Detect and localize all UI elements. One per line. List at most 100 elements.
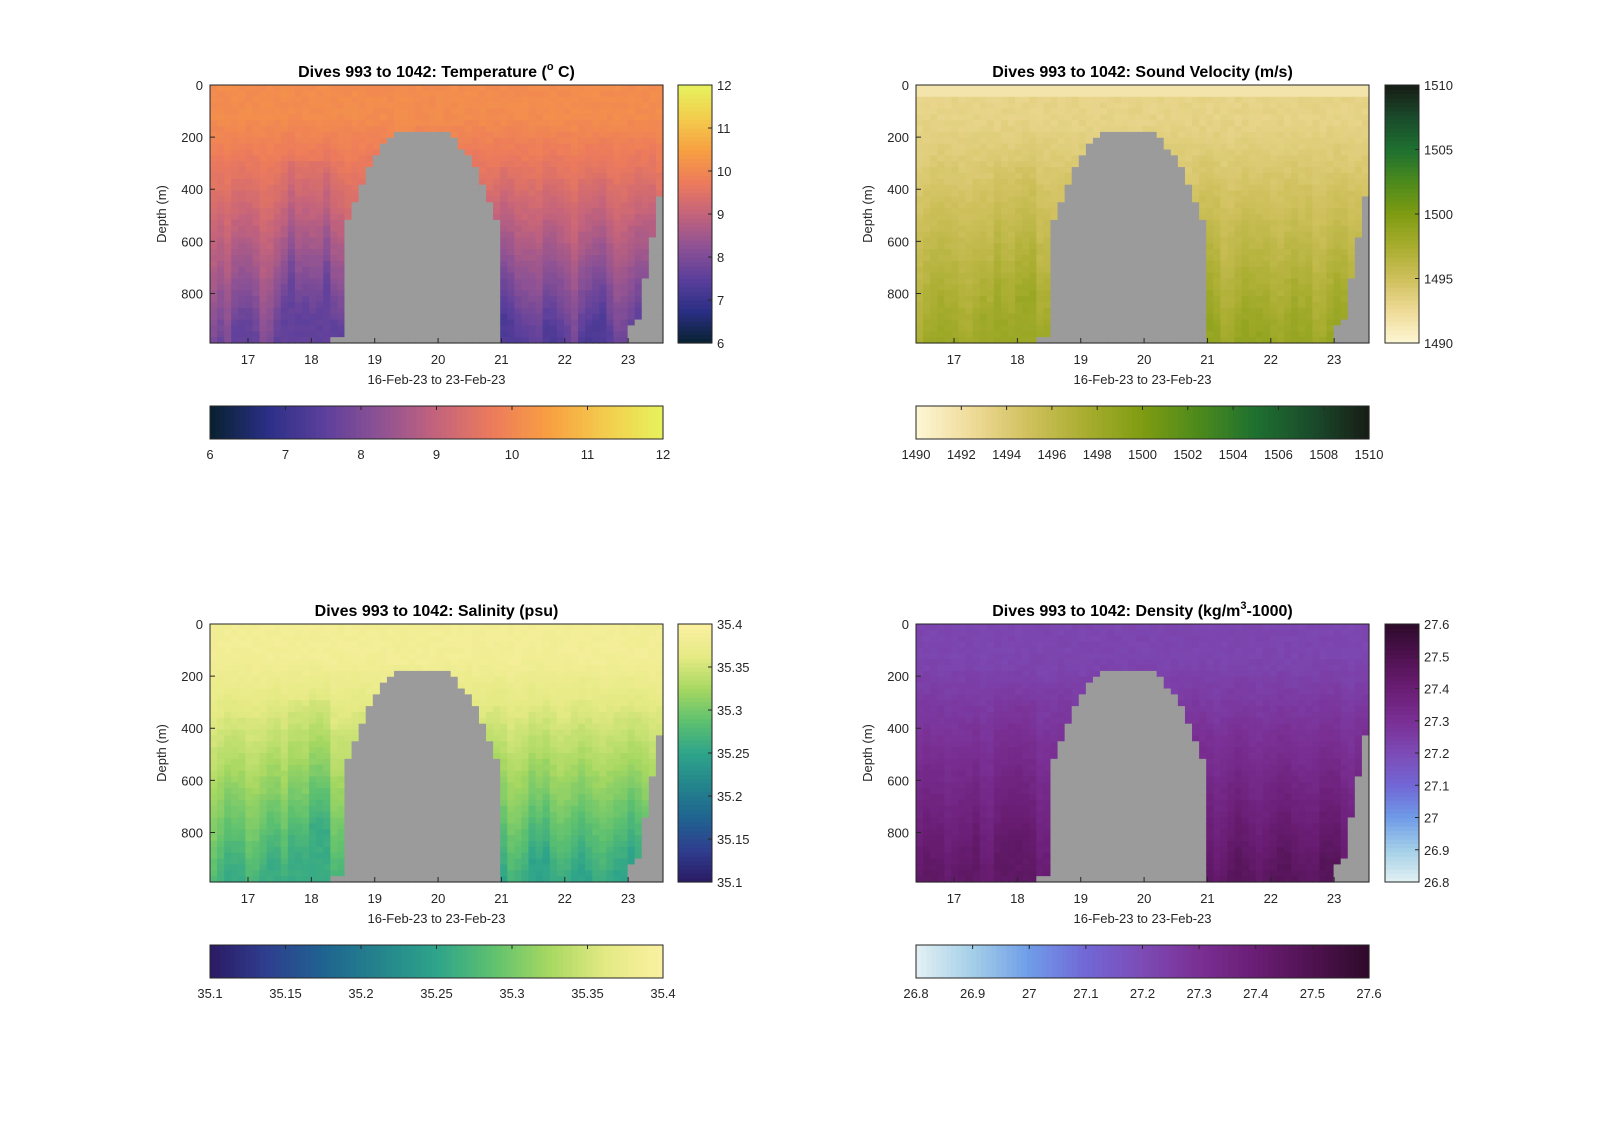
heatmap-cell (979, 301, 988, 309)
heatmap-cell (951, 85, 960, 92)
heatmap-cell (351, 178, 360, 186)
colorbar-tick-label: 8 (357, 447, 364, 462)
heatmap-cell (1022, 161, 1030, 168)
heatmap-cell (1092, 149, 1101, 156)
heatmap-cell (1029, 85, 1037, 92)
heatmap-cell (648, 178, 657, 186)
colorbar-tick-label: 11 (717, 121, 731, 136)
heatmap-cell (606, 202, 615, 209)
heatmap-cell (1121, 231, 1129, 239)
heatmap-cell (379, 114, 388, 121)
heatmap-cell (415, 307, 423, 315)
heatmap-cell (1085, 131, 1094, 139)
heatmap-cell (986, 325, 995, 332)
heatmap-cell (429, 331, 438, 338)
heatmap-cell (1043, 301, 1052, 309)
heatmap-cell (916, 260, 924, 268)
heatmap-cell (1107, 208, 1115, 215)
heatmap-cell (944, 307, 952, 315)
heatmap-cell (965, 307, 974, 315)
heatmap-cell (266, 202, 275, 209)
heatmap-cell (916, 155, 924, 162)
heatmap-cell (1043, 255, 1052, 262)
heatmap-cell (401, 149, 409, 156)
heatmap-cell (471, 178, 480, 186)
heatmap-cell (1000, 178, 1009, 186)
heatmap-cell (302, 178, 310, 186)
heatmap-cell (415, 237, 423, 244)
heatmap-cell (259, 284, 268, 291)
heatmap-cell (1092, 243, 1101, 250)
heatmap-cell (979, 243, 988, 250)
y-tick-label: 200 (181, 130, 203, 145)
heatmap-cell (457, 96, 466, 104)
heatmap-cell (287, 85, 296, 92)
heatmap-cell (1227, 172, 1236, 180)
heatmap-cell (627, 155, 636, 162)
heatmap-cell (1071, 214, 1080, 221)
heatmap-cell (1184, 325, 1193, 332)
heatmap-cell (528, 278, 537, 285)
heatmap-cell (415, 184, 423, 192)
heatmap-cell (464, 108, 473, 115)
heatmap-cell (986, 143, 995, 151)
heatmap-cell (549, 190, 558, 198)
heatmap-cell (1128, 126, 1137, 133)
heatmap-cell (486, 331, 494, 338)
heatmap-cell (1064, 172, 1073, 180)
heatmap-cell (273, 102, 282, 110)
colorbar-swatch (678, 304, 712, 310)
heatmap-cell (1192, 337, 1200, 344)
heatmap-cell (542, 266, 551, 274)
heatmap-cell (471, 249, 480, 256)
colorbar-swatch (240, 406, 246, 439)
heatmap-cell (1206, 85, 1214, 92)
heatmap-cell (542, 325, 551, 332)
heatmap-cell (238, 237, 246, 244)
heatmap-cell (245, 331, 254, 338)
heatmap-cell (379, 319, 388, 327)
heatmap-cell (486, 120, 494, 127)
heatmap-cell (613, 284, 622, 291)
heatmap-cell (1170, 237, 1179, 244)
heatmap-cell (302, 208, 310, 215)
heatmap-cell (1000, 137, 1009, 145)
heatmap-cell (1071, 243, 1080, 250)
heatmap-cell (365, 126, 374, 133)
heatmap-cell (1050, 161, 1059, 168)
heatmap-cell (365, 243, 374, 250)
heatmap-cell (210, 266, 218, 274)
heatmap-cell (514, 266, 523, 274)
heatmap-cell (521, 202, 530, 209)
heatmap-cell (578, 337, 586, 344)
heatmap-cell (252, 307, 261, 315)
heatmap-cell (542, 137, 551, 145)
heatmap-cell (238, 167, 246, 174)
colorbar-swatch (446, 406, 453, 439)
heatmap-cell (500, 196, 508, 203)
heatmap-cell (944, 108, 952, 115)
heatmap-cell (930, 331, 938, 338)
heatmap-cell (1170, 307, 1179, 315)
heatmap-cell (599, 202, 607, 209)
heatmap-cell (224, 243, 232, 250)
heatmap-cell (1071, 337, 1080, 344)
heatmap-cell (379, 337, 388, 344)
heatmap-cell (507, 237, 515, 244)
heatmap-cell (1149, 108, 1158, 115)
heatmap-cell (1170, 214, 1179, 221)
heatmap-cell (1015, 137, 1023, 145)
heatmap-cell (309, 172, 317, 180)
heatmap-cell (422, 90, 431, 98)
heatmap-cell (620, 114, 629, 121)
heatmap-cell (372, 137, 381, 145)
heatmap-cell (1128, 178, 1137, 186)
heatmap-cell (563, 331, 572, 338)
heatmap-cell (408, 161, 416, 168)
heatmap-cell (993, 290, 1002, 297)
heatmap-cell (330, 114, 339, 121)
heatmap-cell (252, 102, 261, 110)
heatmap-cell (556, 255, 565, 262)
heatmap-cell (344, 126, 353, 133)
heatmap-cell (542, 184, 551, 192)
